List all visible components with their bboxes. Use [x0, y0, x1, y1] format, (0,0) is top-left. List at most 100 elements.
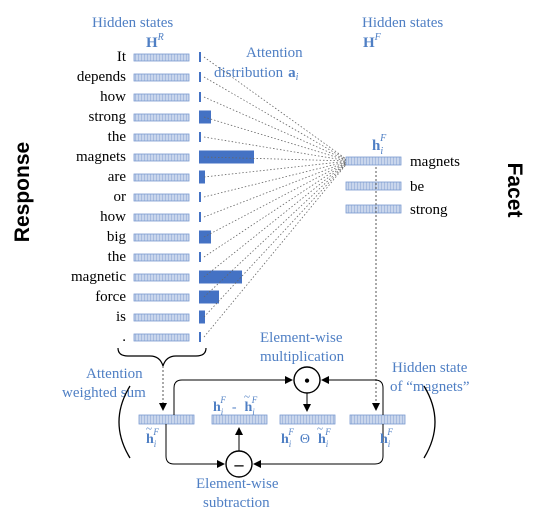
- response-hidden-state: [133, 173, 190, 182]
- attention-bar: [199, 230, 211, 244]
- response-token: the: [108, 129, 127, 145]
- attention-line: [203, 160, 350, 218]
- response-hidden-state: [133, 153, 190, 162]
- attention-distribution-line2: distribution ai: [214, 65, 299, 83]
- response-hidden-state: [133, 253, 190, 262]
- weighted-sum-tilde: ~: [146, 423, 152, 435]
- response-hidden-state: [133, 313, 190, 322]
- response-hidden-state: [133, 113, 190, 122]
- weighted-sum-line1: Attention: [86, 366, 143, 382]
- weighted-sum-to-multiply: [173, 376, 293, 415]
- facet-token: strong: [410, 202, 448, 218]
- difference-symbol: hiF - hiF: [213, 395, 258, 417]
- attention-line: [203, 160, 350, 338]
- response-token: or: [114, 189, 127, 205]
- element-wise-multiplication-line1: Element-wise: [260, 330, 343, 346]
- hidden-state-of-line2: of “magnets”: [390, 379, 470, 395]
- facet-to-multiply: [321, 376, 384, 415]
- product-tilde: ~: [317, 423, 323, 435]
- response-token: strong: [89, 109, 127, 125]
- response-tokens: It depends how strong the magnets are or how big t…: [71, 49, 254, 345]
- response-token: are: [108, 169, 127, 185]
- response-token: force: [95, 289, 126, 305]
- response-token: magnets: [76, 149, 126, 165]
- response-hidden-state: [133, 273, 190, 282]
- attention-bar: [199, 92, 201, 102]
- attention-line: [203, 160, 350, 318]
- facet-label: Facet: [503, 163, 526, 218]
- attention-bar: [199, 332, 201, 342]
- response-label: Response: [11, 142, 34, 242]
- response-token: It: [117, 49, 127, 65]
- response-token: how: [100, 89, 126, 105]
- response-hidden-state: [133, 333, 190, 342]
- subtract-minus: –: [234, 454, 245, 474]
- response-token: how: [100, 209, 126, 225]
- difference-tilde: ~: [244, 391, 250, 403]
- attention-distribution-line1: Attention: [246, 45, 303, 61]
- attention-bar: [199, 310, 205, 324]
- attention-line: [203, 116, 350, 162]
- facet-to-subtract: [253, 424, 384, 468]
- response-hidden-state: [133, 293, 190, 302]
- attention-line: [203, 160, 350, 198]
- facet-hidden-state: [345, 156, 402, 166]
- response-hidden-state: [133, 73, 190, 82]
- facet-token: magnets: [410, 154, 460, 170]
- hidden-state-of-line1: Hidden state: [392, 360, 468, 376]
- attention-bar: [199, 170, 205, 184]
- attention-bar: [199, 192, 201, 202]
- attention-bar: [199, 132, 201, 142]
- facet-hidden-state: [345, 204, 402, 214]
- response-hidden-state: [133, 53, 190, 62]
- facet-tokens: magnets be strong: [345, 154, 460, 218]
- attention-line: [203, 160, 350, 298]
- response-hidden-state: [133, 133, 190, 142]
- response-token: is: [116, 309, 126, 325]
- matrix-hf-label: HF: [363, 32, 382, 51]
- weighted-sum-to-subtract: [165, 424, 225, 468]
- facet-hidden-state: [345, 181, 402, 191]
- response-hidden-state: [133, 193, 190, 202]
- attention-line: [203, 76, 350, 162]
- product-cell: [279, 414, 336, 425]
- facet-state-cell: [349, 414, 406, 425]
- response-token: the: [108, 249, 127, 265]
- attention-bar: [199, 212, 201, 222]
- attention-lines: [203, 56, 350, 338]
- response-token: .: [122, 329, 126, 345]
- element-wise-subtraction-line1: Element-wise: [196, 476, 279, 492]
- weighted-sum-line2: weighted sum: [62, 385, 146, 401]
- difference-cell: [211, 414, 268, 425]
- element-wise-subtraction-line2: subtraction: [203, 495, 270, 511]
- multiply-dot: •: [304, 373, 310, 390]
- matrix-hr-label: HR: [146, 32, 164, 51]
- attention-bar: [199, 270, 242, 284]
- hidden-states-right-title: Hidden states: [362, 15, 443, 31]
- response-hidden-state: [133, 233, 190, 242]
- attention-line: [203, 160, 350, 238]
- attention-bar: [199, 150, 254, 164]
- attention-line: [203, 160, 350, 258]
- response-hidden-state: [133, 93, 190, 102]
- left-paren: [118, 385, 131, 459]
- response-token: magnetic: [71, 269, 126, 285]
- response-hidden-state: [133, 213, 190, 222]
- response-token: depends: [77, 69, 126, 85]
- right-paren: [423, 385, 436, 459]
- facet-state-symbol: hiF: [380, 427, 393, 449]
- attention-bar: [199, 290, 219, 304]
- attention-bar: [199, 252, 201, 262]
- weighted-sum-symbol: hiF: [146, 427, 159, 449]
- weighted-sum-brace: [117, 347, 207, 369]
- attention-line: [203, 160, 350, 278]
- attention-bar: [199, 72, 201, 82]
- attention-bar: [199, 52, 201, 62]
- hi-f-label: hiF: [372, 133, 387, 157]
- element-wise-multiplication-line2: multiplication: [260, 349, 345, 365]
- hidden-states-left-title: Hidden states: [92, 15, 173, 31]
- facet-token: be: [410, 179, 425, 195]
